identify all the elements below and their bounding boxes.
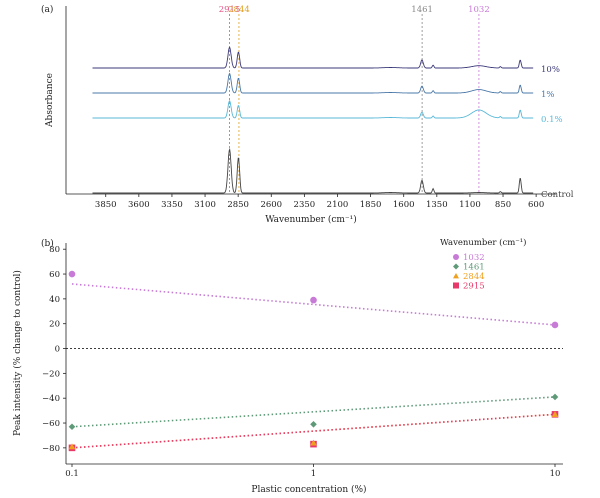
panel-a-x-tick-label: 3350 <box>161 200 183 210</box>
panel-b-y-axis-label: Peak intensity (% change to control) <box>12 270 23 436</box>
panel-b-y-tick-label: −60 <box>42 419 60 429</box>
spectrum-label: 0.1% <box>541 115 563 125</box>
legend-marker-1461 <box>453 263 459 270</box>
panel-a-x-tick-label: 2100 <box>327 200 349 210</box>
panel-a-x-tick-label: 2600 <box>260 200 282 210</box>
spectrum-0_1pct <box>92 99 534 119</box>
spectrum-label: 1% <box>541 90 555 100</box>
panel-b-x-tick-label: 10 <box>550 469 561 479</box>
trend-line-1032 <box>71 283 556 326</box>
panel-a-x-tick-label: 2350 <box>294 200 316 210</box>
data-point-1032 <box>68 270 76 278</box>
legend-label-1032: 1032 <box>463 253 485 263</box>
panel-a-x-tick-label: 1100 <box>459 200 481 210</box>
panel-a-x-tick-label: 1850 <box>360 200 382 210</box>
panel-b-x-tick-label: 0.1 <box>65 469 79 479</box>
panel-b-label: (b) <box>41 238 54 249</box>
panel-a-x-tick-label: 3100 <box>194 200 216 210</box>
panel-b-y-tick-label: −40 <box>42 394 60 404</box>
spectrum-label: 10% <box>541 65 560 75</box>
spectrum-label: Control <box>541 190 574 200</box>
spectrum-1pct <box>92 72 534 94</box>
data-point-1461 <box>551 393 559 401</box>
spectrum-10pct <box>92 46 534 69</box>
data-point-2844 <box>310 439 317 446</box>
peak-label-2844: 2844 <box>228 5 250 15</box>
legend-label-2915: 2915 <box>463 282 485 292</box>
panel-b-y-tick-label: 60 <box>49 270 60 280</box>
trend-line-1461 <box>71 396 556 428</box>
legend-marker-2915 <box>453 282 459 289</box>
data-point-1032 <box>310 296 317 304</box>
panel-b-y-tick-label: 0 <box>55 345 60 355</box>
data-point-1461 <box>310 420 317 428</box>
peak-label-1032: 1032 <box>468 5 490 15</box>
legend-label-2844: 2844 <box>463 272 485 282</box>
data-point-2844 <box>551 411 559 417</box>
trend-line-2915 <box>71 413 556 449</box>
legend-title: Wavenumber (cm⁻¹) <box>440 237 527 248</box>
panel-a-x-tick-label: 3600 <box>128 200 150 210</box>
panel-a-x-axis-label: Wavenumber (cm⁻¹) <box>265 214 357 225</box>
panel-a-x-tick-label: 2850 <box>227 200 249 210</box>
legend-label-1461: 1461 <box>463 263 485 273</box>
panel-b-y-tick-label: −80 <box>42 444 60 454</box>
legend-marker-2844 <box>453 273 459 279</box>
legend-marker-1032 <box>453 254 459 260</box>
spectrum-control <box>92 147 534 194</box>
panel-b-y-tick-label: 20 <box>49 320 60 330</box>
data-point-2844 <box>68 443 76 450</box>
peak-label-1461: 1461 <box>411 5 433 15</box>
panel-a-x-tick-label: 1600 <box>393 200 415 210</box>
data-point-1032 <box>551 321 559 329</box>
panel-b-x-axis-label: Plastic concentration (%) <box>251 484 366 495</box>
panel-a-x-tick-label: 3850 <box>95 200 117 210</box>
panel-a-label: (a) <box>41 4 53 15</box>
panel-b-y-tick-label: 80 <box>49 245 60 255</box>
panel-b-y-tick-label: 40 <box>49 295 60 305</box>
peak-label-2915: 2915 <box>219 5 241 15</box>
data-point-1461 <box>68 423 76 431</box>
panel-a-x-tick-label: 1350 <box>426 200 448 210</box>
panel-a-x-tick-label: 850 <box>495 200 511 210</box>
panel-b-y-tick-label: −20 <box>42 369 60 379</box>
panel-a-y-axis-label: Absorbance <box>45 73 55 128</box>
panel-b-x-tick-label: 1 <box>311 469 316 479</box>
panel-a-x-tick-label: 600 <box>528 200 544 210</box>
